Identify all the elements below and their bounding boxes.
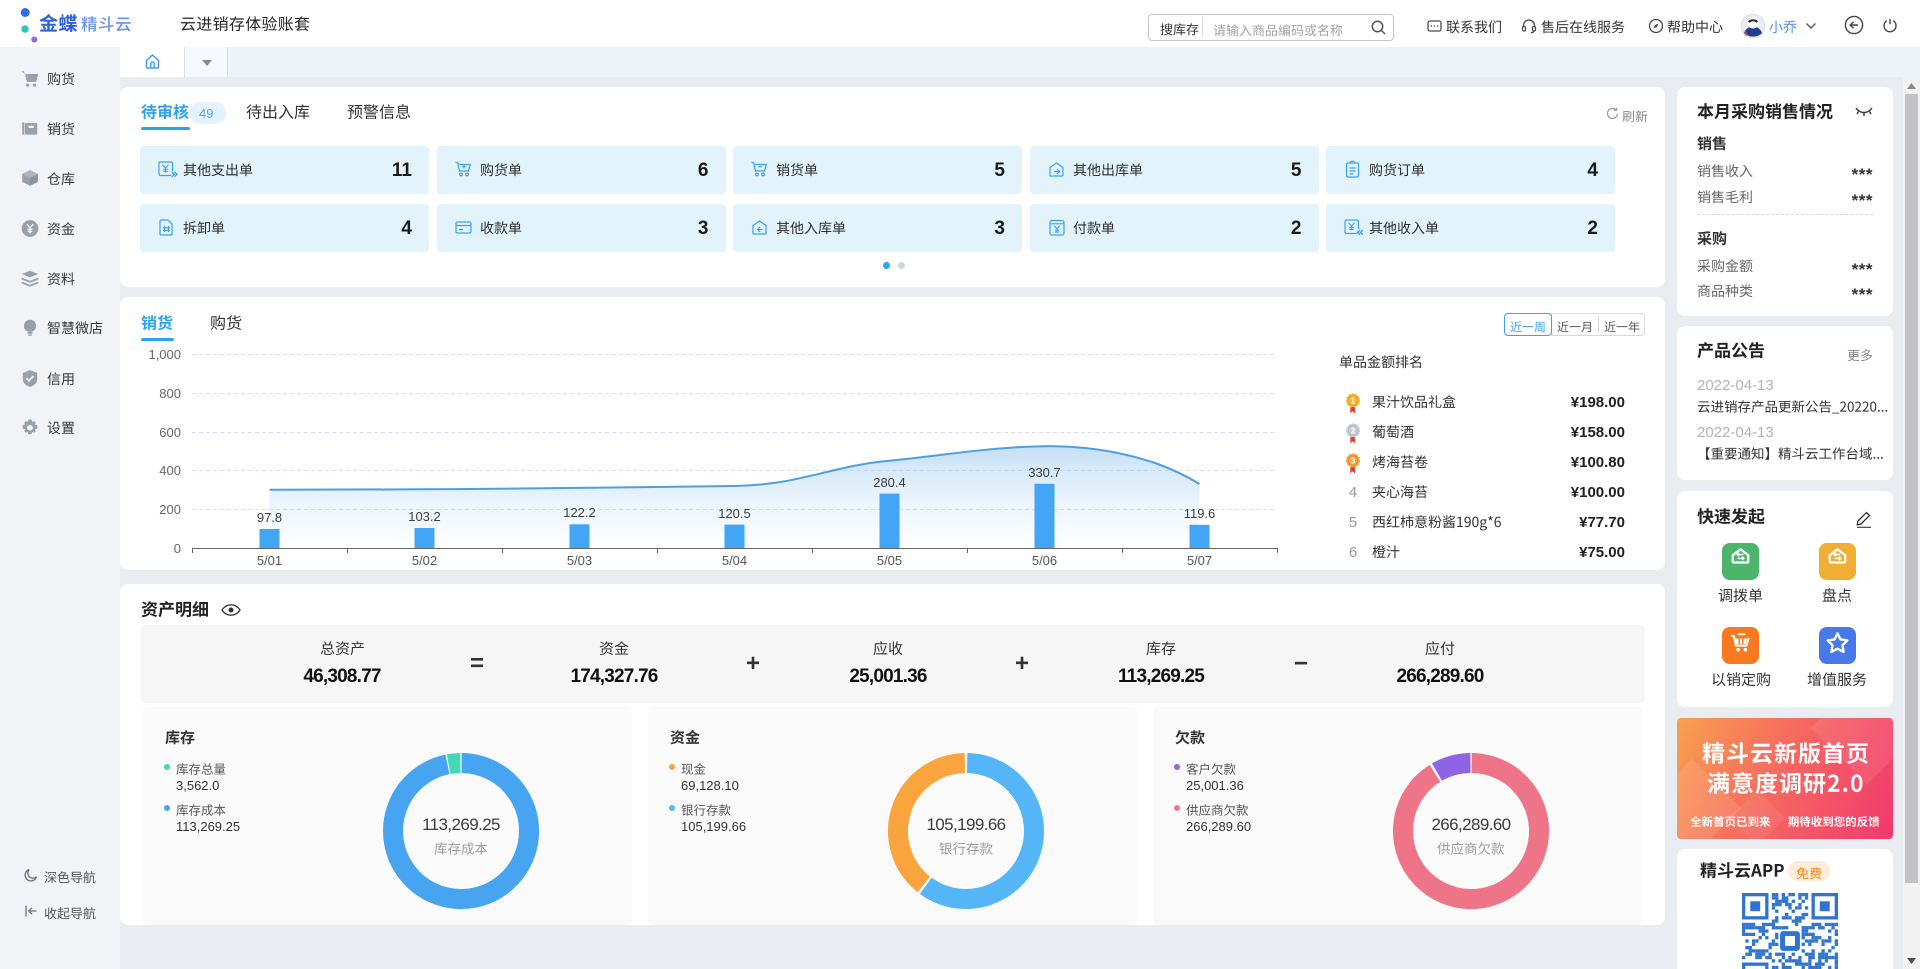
svg-text:3: 3 — [1351, 456, 1356, 465]
svg-text:1: 1 — [1351, 396, 1356, 405]
svg-text:2: 2 — [1351, 426, 1356, 435]
